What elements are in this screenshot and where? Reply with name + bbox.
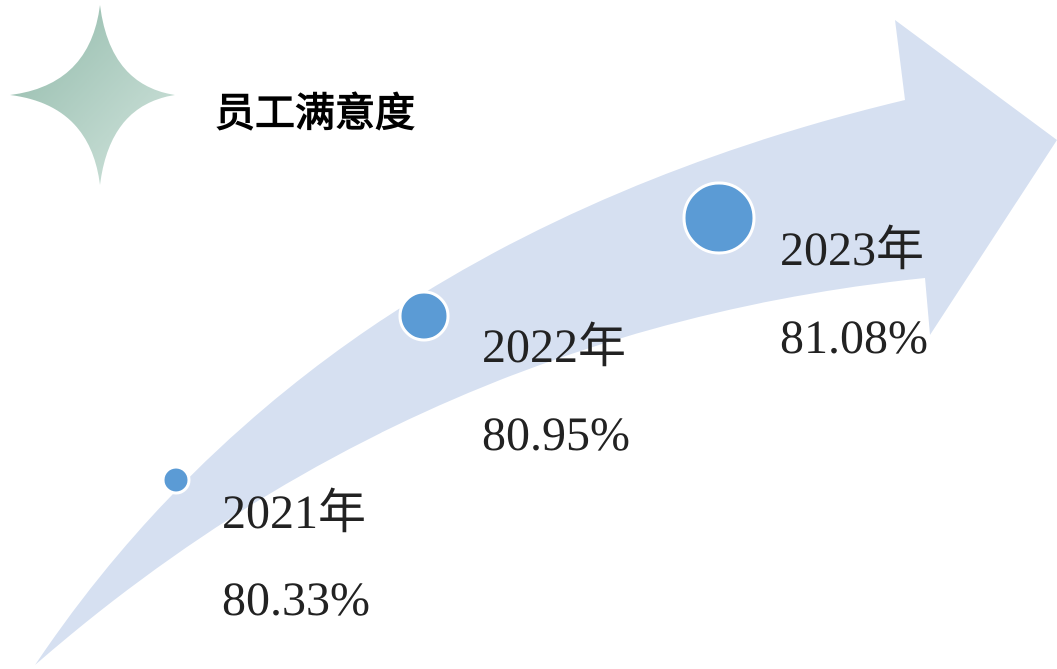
- value-label: 80.33%: [222, 573, 370, 626]
- marker: [398, 290, 450, 342]
- value-label: 81.08%: [780, 311, 928, 364]
- title: 员工满意度: [215, 90, 415, 136]
- marker: [682, 181, 756, 255]
- star: [10, 5, 175, 185]
- marker: [161, 465, 191, 495]
- year-label: 2023年: [780, 223, 924, 276]
- year-label: 2021年: [222, 486, 366, 539]
- arrow: [35, 20, 1057, 665]
- year-label: 2022年: [482, 320, 626, 373]
- value-label: 80.95%: [482, 408, 630, 461]
